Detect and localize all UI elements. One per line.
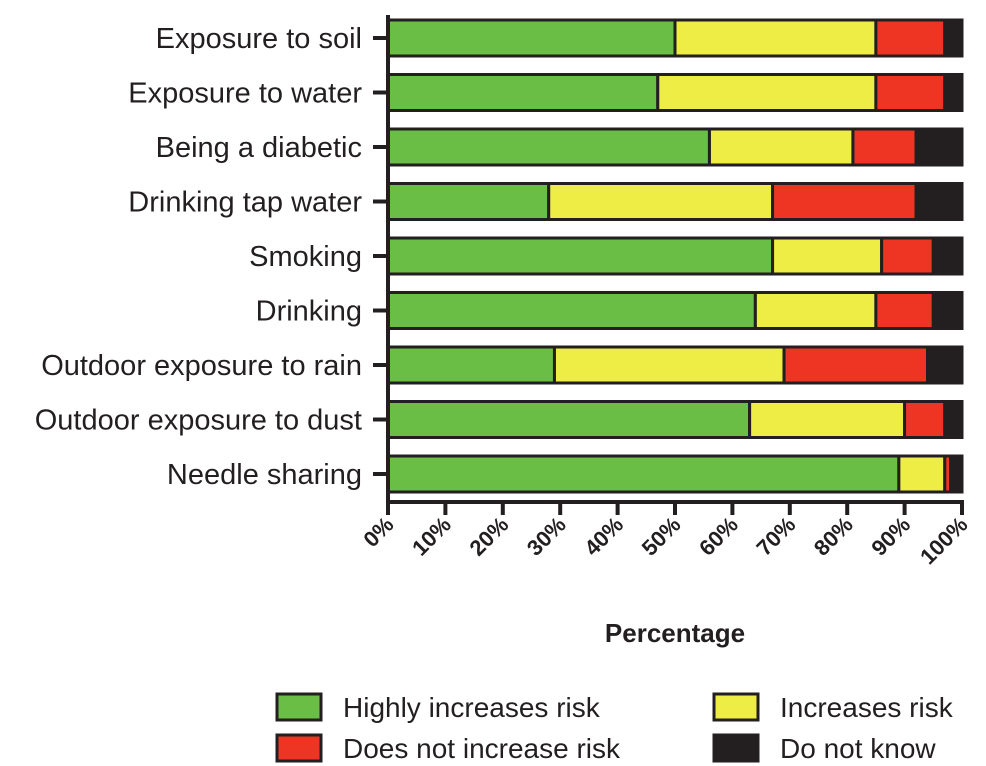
legend-label: Highly increases risk [343,692,601,723]
x-axis-title: Percentage [605,618,745,648]
bar-segment-9-2 [897,454,947,494]
bar-segment-4-3 [771,182,918,221]
legend-swatch [712,733,760,763]
bar-segment-2-3 [874,73,947,112]
bar-segment-6-1 [386,291,757,330]
category-label: Smoking [249,241,362,273]
category-label: Exposure to soil [156,23,362,55]
category-label: Exposure to water [128,78,362,110]
bar-segment-3-4 [914,127,964,167]
x-tick-label: 70% [752,512,801,561]
category-label: Drinking tap water [128,187,362,219]
bar-segment-8-4 [943,400,964,439]
bar-segment-3-1 [386,127,711,167]
bar-segment-1-1 [386,18,677,58]
bar-segment-7-1 [386,345,556,385]
x-tick-label: 10% [407,512,456,561]
x-tick-label: 80% [809,512,858,561]
x-tick-labels: 0% 10% 20% 30% 40% 50% 60% 70% 80% 90% 100% [358,512,972,569]
category-label: Needle sharing [167,459,362,491]
category-label: Drinking [256,296,362,328]
bar-segment-7-2 [552,345,786,385]
bar-segment-1-3 [874,18,947,58]
bar-segment-2-2 [656,73,878,112]
bar-segment-9-1 [386,454,901,494]
legend-label: Do not know [780,733,936,764]
bar-segment-7-4 [926,345,964,385]
bar-segment-6-3 [874,291,935,330]
bar-segment-4-4 [914,182,964,221]
x-tick-label: 100% [915,512,972,569]
bar-segment-3-3 [851,127,918,167]
bar-segment-9-4 [949,454,964,494]
bar-segment-1-2 [673,18,878,58]
bar-segment-5-4 [931,236,964,276]
x-tick-label: 0% [358,512,398,552]
legend-label: Does not increase risk [343,733,621,764]
bar-segment-6-2 [753,291,878,330]
legend-swatch [275,692,323,722]
bar-segment-3-2 [707,127,855,167]
x-tick-label: 20% [465,512,514,561]
bar-segment-8-3 [903,400,947,439]
bar-segment-5-3 [880,236,935,276]
bar-segment-8-2 [748,400,907,439]
bar-segment-4-1 [386,182,551,221]
category-labels: Exposure to soil Exposure to water Being a… [35,23,363,491]
bars-group [386,18,964,494]
category-label: Being a diabetic [156,132,362,164]
bar-segment-7-3 [782,345,930,385]
legend-label: Increases risk [780,692,954,723]
x-tick-label: 60% [694,512,743,561]
legend-swatch [275,733,323,763]
x-tick-label: 30% [522,512,571,561]
category-label: Outdoor exposure to rain [41,350,362,382]
x-tick-label: 90% [866,512,915,561]
bar-segment-4-2 [547,182,775,221]
legend: Highly increases risk Increases risk Does … [275,692,954,764]
legend-swatch [712,692,760,722]
category-label: Outdoor exposure to dust [35,405,362,437]
bar-segment-2-1 [386,73,660,112]
x-tick-label: 40% [579,512,628,561]
bar-segment-2-4 [943,73,964,112]
x-tick-label: 50% [637,512,686,561]
bar-segment-5-2 [771,236,884,276]
bar-segment-8-1 [386,400,752,439]
bar-segment-6-4 [931,291,964,330]
axes-group [373,15,964,515]
bar-segment-1-4 [943,18,964,58]
bar-segment-5-1 [386,236,775,276]
